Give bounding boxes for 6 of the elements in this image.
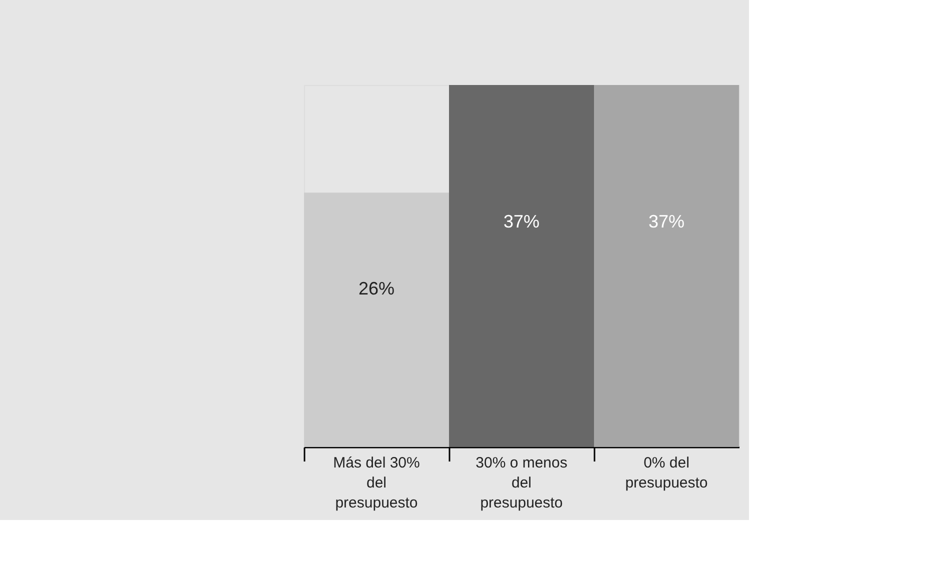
data-label: 37% — [503, 212, 540, 232]
data-label: 26% — [358, 278, 395, 298]
x-tick-label: 0% del presupuesto — [625, 454, 708, 492]
data-label: 37% — [648, 212, 685, 232]
x-tick-label: 30% o menos del presupuesto — [476, 454, 568, 512]
x-tick-label: Más del 30% del presupuesto — [333, 454, 420, 512]
